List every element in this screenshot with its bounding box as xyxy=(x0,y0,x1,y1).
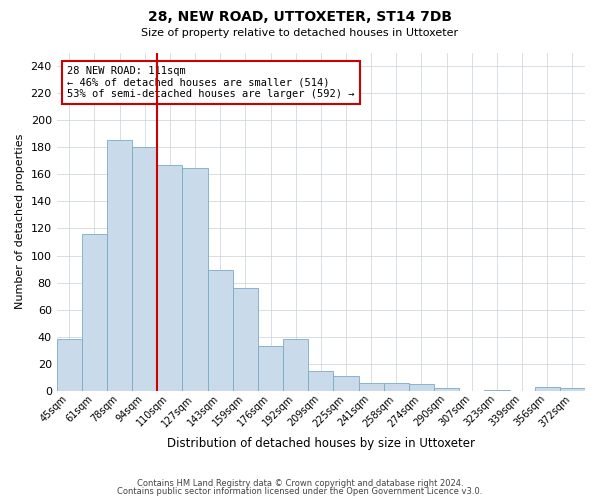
Bar xyxy=(560,388,585,391)
Text: 28, NEW ROAD, UTTOXETER, ST14 7DB: 28, NEW ROAD, UTTOXETER, ST14 7DB xyxy=(148,10,452,24)
Text: 28 NEW ROAD: 111sqm
← 46% of detached houses are smaller (514)
53% of semi-detac: 28 NEW ROAD: 111sqm ← 46% of detached ho… xyxy=(67,66,355,99)
Bar xyxy=(258,346,283,391)
X-axis label: Distribution of detached houses by size in Uttoxeter: Distribution of detached houses by size … xyxy=(167,437,475,450)
Bar xyxy=(56,340,82,391)
Bar xyxy=(157,165,182,391)
Bar xyxy=(132,147,157,391)
Y-axis label: Number of detached properties: Number of detached properties xyxy=(15,134,25,310)
Bar xyxy=(409,384,434,391)
Bar xyxy=(384,383,409,391)
Text: Contains public sector information licensed under the Open Government Licence v3: Contains public sector information licen… xyxy=(118,487,482,496)
Bar xyxy=(233,288,258,391)
Bar xyxy=(434,388,459,391)
Bar xyxy=(308,370,334,391)
Bar xyxy=(535,387,560,391)
Bar xyxy=(208,270,233,391)
Text: Contains HM Land Registry data © Crown copyright and database right 2024.: Contains HM Land Registry data © Crown c… xyxy=(137,478,463,488)
Bar xyxy=(107,140,132,391)
Bar xyxy=(82,234,107,391)
Bar xyxy=(484,390,509,391)
Bar xyxy=(182,168,208,391)
Bar xyxy=(283,340,308,391)
Text: Size of property relative to detached houses in Uttoxeter: Size of property relative to detached ho… xyxy=(142,28,458,38)
Bar xyxy=(334,376,359,391)
Bar xyxy=(359,383,384,391)
